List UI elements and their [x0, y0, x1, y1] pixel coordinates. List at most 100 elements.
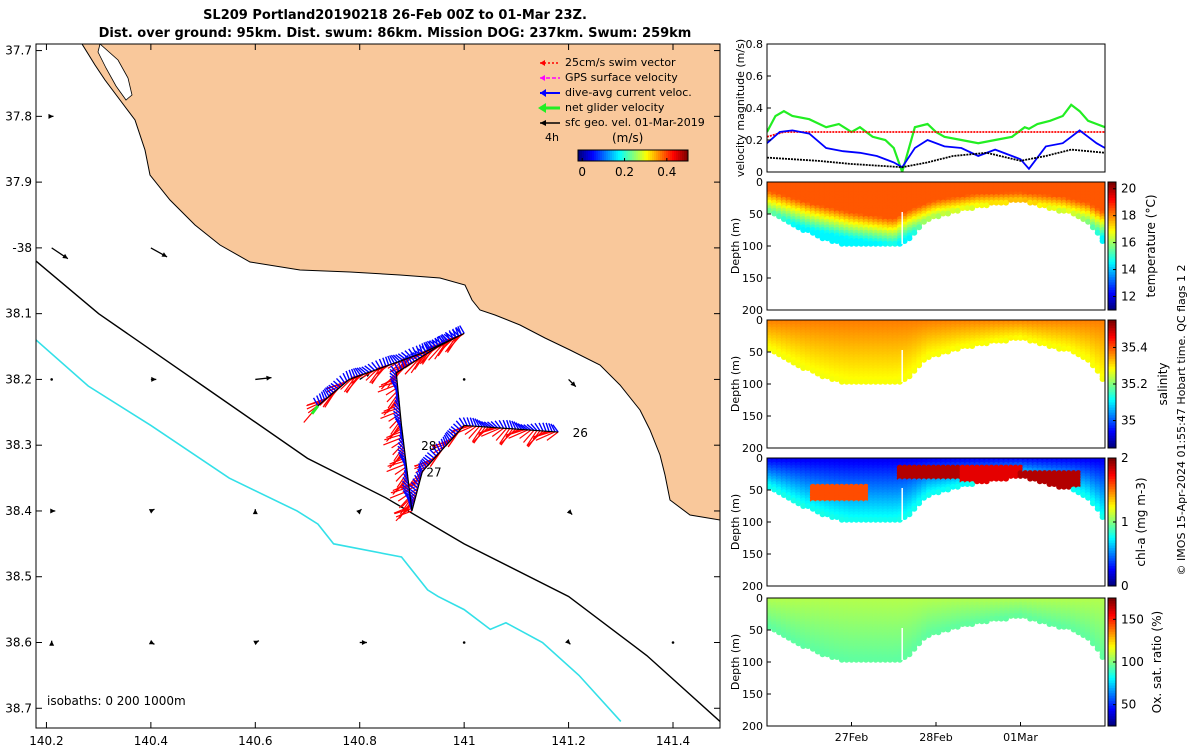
dive-current-vector	[432, 446, 439, 455]
colorbar-cell	[1108, 539, 1116, 543]
colorbar-cell	[1108, 552, 1116, 556]
colorbar-cell	[1108, 373, 1116, 377]
heatmap-cell	[824, 651, 831, 658]
colorbar-cell	[1108, 493, 1116, 497]
heatmap-cell	[767, 483, 773, 490]
colorbar-cell	[1108, 430, 1116, 434]
dive-current-vector	[390, 380, 399, 388]
heatmap-cell	[877, 378, 884, 385]
dive-current-vector	[530, 423, 538, 432]
colorbar-cell	[1108, 274, 1116, 278]
heatmap-cell	[834, 513, 841, 520]
dive-current-vector	[458, 417, 465, 426]
dive-current-vector	[474, 418, 480, 427]
map-x-tick-label: 141.2	[551, 734, 585, 748]
swim-vector	[508, 429, 529, 439]
dive-current-vector	[404, 350, 412, 358]
island-shape	[97, 44, 133, 101]
current-arrow-head	[252, 509, 258, 515]
heatmap-cell	[916, 500, 923, 507]
colorbar-cell	[1108, 360, 1116, 365]
heatmap-cell	[988, 337, 995, 344]
heatmap-cell	[949, 345, 956, 352]
dive-current-vector	[389, 355, 395, 364]
dive-current-vector	[364, 365, 373, 372]
heatmap-cell	[993, 475, 1000, 482]
colorbar-cell	[1108, 230, 1116, 234]
dive-current-vector	[361, 366, 370, 373]
salinity-heatmap	[767, 320, 1105, 385]
dive-current-vector	[480, 420, 489, 428]
colorbar-cell	[1108, 527, 1116, 531]
heatmap-cell	[1065, 345, 1072, 352]
heatmap-cell	[829, 375, 836, 382]
dive-current-vector	[422, 456, 431, 464]
isobath-lines	[36, 260, 720, 722]
colorbar-cell	[1108, 256, 1116, 260]
dive-current-vector	[393, 407, 401, 415]
heatmap-cell	[780, 354, 787, 361]
dive-current-vector	[523, 424, 532, 431]
colorbar-cell	[1108, 529, 1116, 533]
heatmap-cell	[805, 227, 812, 233]
heatmap-cell	[858, 516, 865, 523]
speed-colorbar-cell	[636, 150, 639, 161]
velocity-series-line	[767, 131, 1105, 138]
swim-vector	[398, 501, 412, 519]
heatmap-cell	[814, 648, 821, 655]
dive-current-vector	[408, 348, 415, 357]
colorbar-cell	[1108, 407, 1116, 411]
heatmap-cell	[848, 378, 855, 385]
dive-current-vector	[398, 454, 407, 462]
heatmap-cell	[877, 516, 884, 523]
dive-current-vector	[478, 420, 486, 428]
colorbar-cell	[1108, 506, 1116, 510]
dive-current-vector	[454, 327, 460, 337]
dive-current-vector	[452, 423, 461, 431]
colorbar-cell	[1108, 389, 1116, 393]
colorbar-cell	[1108, 271, 1116, 275]
speed-colorbar-cell	[580, 150, 583, 161]
heatmap-cell	[891, 240, 898, 247]
heatmap-cell	[935, 213, 942, 220]
heatmap-cell	[843, 516, 850, 523]
heatmap-cell	[930, 351, 937, 358]
colorbar-cell	[1108, 583, 1116, 587]
heatmap-cell	[872, 516, 879, 523]
speed-colorbar-cell	[622, 150, 625, 161]
dive-current-vector	[511, 420, 517, 430]
colorbar-cell	[1108, 463, 1116, 467]
legend-dive-arrowhead	[540, 89, 546, 97]
speed-colorbar-cell	[674, 150, 677, 161]
colorbar-cell	[1108, 258, 1116, 262]
swim-vector	[369, 367, 381, 384]
dive-current-vector	[429, 449, 437, 457]
swim-vector	[526, 430, 538, 446]
heatmap-cell	[920, 634, 927, 641]
dive-current-vector	[502, 419, 508, 429]
temperature-colorbar-label: temperature (°C)	[1144, 195, 1158, 298]
dive-current-vector	[548, 422, 553, 432]
heatmap-cell	[1065, 207, 1072, 214]
heatmap-cell	[767, 345, 773, 352]
dive-current-vector	[429, 340, 437, 348]
heatmap-cell	[959, 621, 966, 628]
heatmap-cell	[1036, 340, 1043, 347]
swim-vector	[365, 368, 378, 381]
dive-current-vector	[391, 382, 399, 391]
colorbar-tick-label: 12	[1121, 290, 1136, 304]
colorbar-cell	[1108, 570, 1116, 574]
speed-colorbar-cell	[584, 150, 587, 161]
depth-tick-label: 150	[742, 410, 763, 423]
dive-current-vector	[423, 342, 429, 351]
dive-current-vector	[316, 395, 321, 405]
dive-current-vector	[398, 438, 405, 447]
heatmap-cell	[1070, 348, 1077, 355]
heatmap-cell	[1099, 237, 1105, 244]
swim-vector	[527, 430, 541, 448]
heatmap-cell	[819, 511, 826, 518]
colorbar-tick-label: 35.2	[1121, 377, 1148, 391]
